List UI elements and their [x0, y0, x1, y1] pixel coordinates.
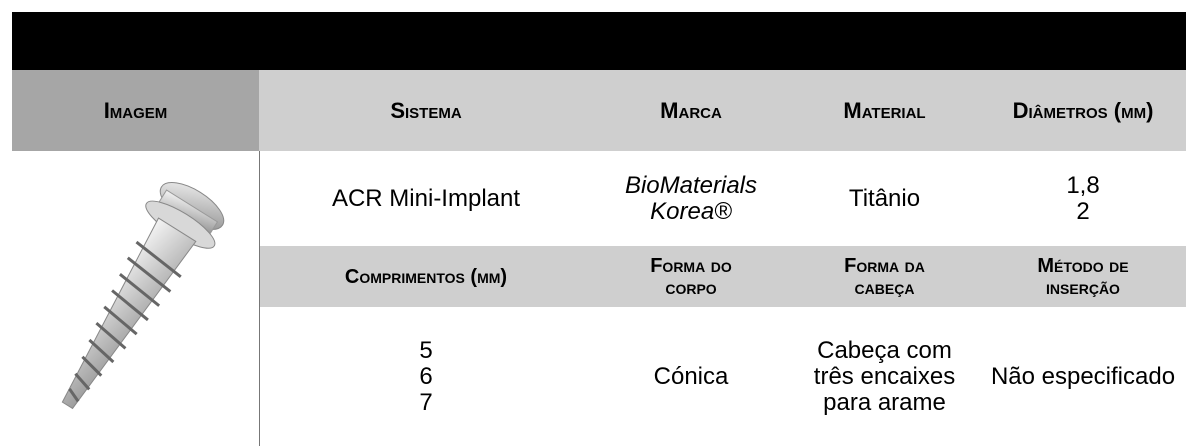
header-text: Material	[843, 97, 926, 123]
header-text: Imagem	[103, 97, 168, 123]
header-cell: Sistema	[259, 70, 593, 151]
cell-text: 7	[419, 388, 433, 416]
cell-text: BioMaterials Korea®	[624, 171, 758, 225]
subheader-cell: Forma da cabeça	[789, 246, 980, 307]
screw-image	[61, 182, 225, 410]
header-text: Diâmetros (mm)	[1012, 97, 1154, 123]
title-bar	[12, 12, 1186, 70]
cell: Titânio	[789, 151, 980, 246]
cell-text: Cónica	[653, 362, 729, 390]
subheader-text: Método de inserção	[1037, 254, 1129, 299]
header-cell: Diâmetros (mm)	[980, 70, 1186, 151]
cell: Cónica	[593, 307, 789, 446]
subheader-cell: Método de inserção	[980, 246, 1186, 307]
cell-text: 6	[419, 362, 433, 390]
cell-text: Titânio	[848, 184, 921, 212]
subheader-cell: Comprimentos (mm)	[259, 246, 593, 307]
cell-text: 1,8	[1066, 171, 1100, 199]
subheader-cell: Forma do corpo	[593, 246, 789, 307]
cell: BioMaterials Korea®	[593, 151, 789, 246]
subheader-text: Forma da cabeça	[844, 254, 925, 299]
divider	[259, 151, 260, 446]
cell: ACR Mini-Implant	[259, 151, 593, 246]
cell: 1,8 2	[980, 151, 1186, 246]
header-text: Sistema	[390, 97, 462, 123]
cell-text: ACR Mini-Implant	[331, 184, 521, 212]
subheader-text: Comprimentos (mm)	[344, 265, 508, 288]
subheader-text: Forma do corpo	[650, 254, 732, 299]
cell: Não especificado	[980, 307, 1186, 446]
header-text: Marca	[660, 97, 722, 123]
cell-text: 5	[419, 336, 433, 364]
cell: Cabeça com três encaixes para arame	[789, 307, 980, 446]
header-cell: Marca	[593, 70, 789, 151]
header-cell: Material	[789, 70, 980, 151]
cell-text: Não especificado	[990, 362, 1176, 390]
cell-text: Cabeça com três encaixes para arame	[813, 336, 956, 416]
cell-text: 2	[1076, 197, 1090, 225]
header-cell: Imagem	[12, 70, 259, 151]
